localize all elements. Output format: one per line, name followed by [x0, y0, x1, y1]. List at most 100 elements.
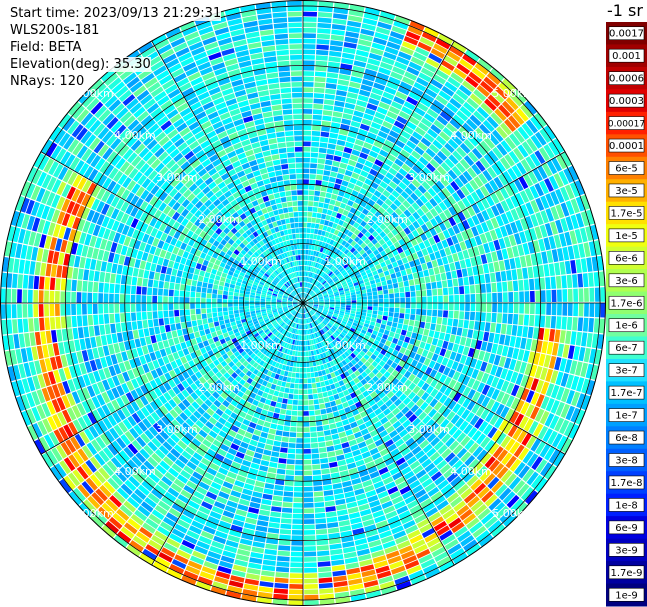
range-gate-cell: [288, 305, 293, 308]
range-gate-cell: [539, 443, 551, 458]
range-gate-cell: [406, 140, 417, 150]
range-gate-cell: [264, 444, 273, 451]
range-gate-cell: [513, 147, 525, 161]
range-gate-cell: [164, 471, 176, 482]
range-gate-cell: [435, 273, 442, 282]
range-gate-cell: [357, 265, 364, 271]
range-gate-cell: [274, 323, 279, 328]
range-gate-cell: [297, 405, 303, 411]
range-gate-cell: [84, 337, 92, 349]
range-gate-cell: [253, 429, 262, 437]
range-gate-cell: [324, 325, 330, 331]
range-gate-cell: [68, 454, 80, 468]
range-gate-cell: [557, 343, 565, 357]
range-gate-cell: [111, 333, 118, 344]
range-gate-cell: [548, 329, 556, 342]
range-gate-cell: [509, 258, 516, 270]
range-gate-cell: [394, 15, 411, 25]
range-gate-cell: [156, 419, 167, 430]
range-gate-cell: [268, 359, 274, 365]
range-gate-cell: [545, 277, 551, 290]
range-gate-cell: [272, 495, 283, 502]
range-gate-cell: [397, 540, 411, 550]
range-gate-cell: [228, 330, 234, 336]
range-gate-cell: [445, 513, 459, 525]
range-gate-cell: [369, 544, 384, 553]
range-gate-cell: [459, 294, 465, 303]
range-gate-cell: [353, 60, 367, 68]
range-gate-cell: [324, 197, 331, 204]
range-gate-cell: [81, 480, 94, 495]
range-gate-cell: [386, 390, 395, 399]
range-gate-cell: [418, 241, 426, 250]
range-gate-cell: [388, 403, 397, 412]
range-gate-cell: [564, 260, 572, 275]
range-gate-cell: [254, 530, 267, 538]
range-gate-cell: [266, 370, 273, 377]
range-gate-cell: [421, 478, 433, 488]
range-gate-cell: [357, 232, 364, 239]
range-gate-cell: [479, 140, 491, 153]
range-gate-cell: [182, 328, 189, 335]
range-gate-cell: [303, 465, 312, 470]
range-gate-cell: [333, 339, 339, 345]
range-gate-cell: [330, 400, 337, 407]
range-gate-cell: [387, 316, 394, 322]
range-gate-cell: [247, 396, 254, 404]
range-gate-cell: [383, 371, 391, 379]
range-gate-cell: [222, 510, 235, 519]
range-gate-cell: [147, 311, 153, 320]
range-gate-cell: [270, 372, 276, 379]
range-gate-cell: [296, 307, 300, 311]
range-gate-cell: [460, 435, 471, 447]
range-gate-cell: [402, 200, 411, 209]
range-gate-cell: [329, 239, 335, 246]
range-gate-cell: [379, 430, 389, 438]
range-gate-cell: [314, 256, 318, 262]
range-gate-cell: [297, 307, 301, 312]
range-gate-cell: [271, 348, 276, 354]
range-gate-cell: [534, 183, 545, 197]
range-gate-cell: [199, 393, 208, 402]
range-gate-cell: [301, 313, 303, 319]
range-gate-cell: [553, 173, 564, 188]
range-gate-cell: [352, 426, 360, 434]
range-gate-cell: [208, 486, 220, 496]
range-gate-cell: [71, 405, 82, 419]
range-gate-cell: [278, 320, 283, 325]
range-gate-cell: [540, 303, 546, 315]
range-gate-cell: [335, 421, 343, 428]
range-gate-cell: [319, 300, 324, 303]
range-gate-cell: [303, 38, 316, 44]
range-gate-cell: [57, 411, 67, 426]
range-gate-cell: [243, 324, 249, 330]
range-gate-cell: [398, 264, 406, 271]
range-gate-cell: [347, 462, 357, 470]
range-gate-cell: [301, 308, 303, 313]
range-gate-cell: [272, 446, 281, 452]
range-gate-cell: [185, 386, 194, 395]
range-gate-cell: [314, 512, 326, 519]
range-gate-cell: [331, 340, 337, 346]
range-gate-cell: [337, 368, 344, 375]
range-gate-cell: [376, 185, 385, 194]
range-gate-cell: [294, 329, 298, 334]
range-gate-cell: [268, 522, 280, 529]
range-gate-cell: [355, 287, 361, 292]
range-gate-cell: [72, 377, 81, 390]
range-gate-cell: [417, 271, 424, 278]
range-gate-cell: [317, 324, 322, 330]
range-gate-cell: [421, 458, 432, 469]
range-gate-cell: [313, 480, 323, 486]
range-gate-cell: [303, 540, 316, 546]
range-gate-cell: [525, 435, 537, 449]
range-gate-cell: [544, 222, 553, 237]
range-gate-cell: [275, 338, 280, 344]
range-gate-cell: [327, 278, 332, 283]
range-gate-cell: [564, 359, 573, 374]
range-gate-cell: [345, 31, 360, 39]
range-gate-cell: [303, 308, 305, 313]
range-gate-cell: [362, 479, 373, 488]
range-gate-cell: [173, 478, 186, 489]
range-gate-cell: [74, 364, 82, 377]
